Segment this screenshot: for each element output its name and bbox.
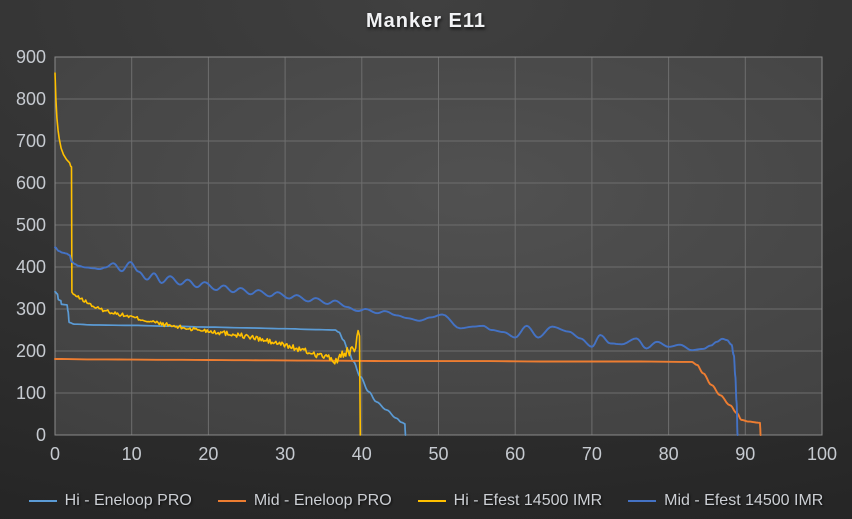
legend-swatch-hi-efest-14500-imr <box>417 500 446 502</box>
legend-swatch-hi-eneloop-pro <box>28 500 57 502</box>
legend-label: Hi - Efest 14500 IMR <box>453 492 603 509</box>
x-tick-label: 100 <box>807 444 837 464</box>
legend-item-hi-eneloop-pro[interactable]: Hi - Eneloop PRO <box>28 492 192 510</box>
legend-item-mid-eneloop-pro[interactable]: Mid - Eneloop PRO <box>217 492 392 510</box>
legend-swatch-mid-eneloop-pro <box>217 500 246 502</box>
y-tick-label: 900 <box>16 47 46 67</box>
y-tick-label: 600 <box>16 173 46 193</box>
x-tick-label: 70 <box>582 444 602 464</box>
y-tick-label: 0 <box>36 425 46 445</box>
chart-title: Manker E11 <box>365 10 487 32</box>
x-tick-label: 0 <box>50 444 60 464</box>
y-tick-label: 800 <box>16 89 46 109</box>
legend-swatch-mid-efest-14500-imr <box>628 500 657 502</box>
legend-item-hi-efest-14500-imr[interactable]: Hi - Efest 14500 IMR <box>417 492 603 510</box>
x-tick-label: 60 <box>505 444 525 464</box>
series-line-mid-eneloop-pro <box>54 358 762 436</box>
y-tick-label: 400 <box>16 257 46 277</box>
legend-label: Mid - Eneloop PRO <box>253 492 392 509</box>
x-tick-label: 40 <box>352 444 372 464</box>
legend-label: Mid - Efest 14500 IMR <box>664 492 824 509</box>
x-tick-label: 50 <box>428 444 448 464</box>
y-tick-label: 200 <box>16 341 46 361</box>
legend-item-mid-efest-14500-imr[interactable]: Mid - Efest 14500 IMR <box>628 492 823 510</box>
legend-label: Hi - Eneloop PRO <box>64 492 192 509</box>
x-tick-label: 80 <box>659 444 679 464</box>
legend: Hi - Eneloop PRO Mid - Eneloop PRO Hi - Ef… <box>0 492 852 510</box>
x-tick-label: 10 <box>122 444 142 464</box>
plot-border <box>54 56 823 436</box>
x-tick-label: 30 <box>275 444 295 464</box>
y-tick-label: 500 <box>16 215 46 235</box>
y-tick-label: 700 <box>16 131 46 151</box>
y-tick-label: 300 <box>16 299 46 319</box>
series-line-hi-eneloop-pro <box>54 290 407 436</box>
series-line-mid-efest-14500-imr <box>54 246 739 436</box>
series-line-hi-efest-14500-imr <box>54 72 362 436</box>
y-tick-label: 100 <box>16 383 46 403</box>
x-tick-label: 90 <box>735 444 755 464</box>
x-tick-label: 20 <box>198 444 218 464</box>
